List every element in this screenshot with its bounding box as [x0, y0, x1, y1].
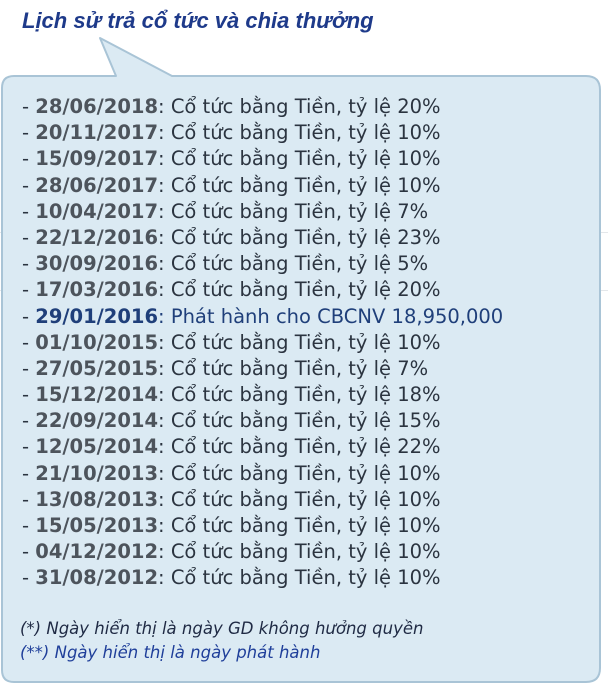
list-item-bullet: -	[22, 462, 35, 485]
list-item: - 31/08/2012: Cổ tức bằng Tiền, tỷ lệ 10…	[22, 565, 582, 591]
list-item-date: 15/09/2017	[35, 147, 158, 170]
list-item: - 10/04/2017: Cổ tức bằng Tiền, tỷ lệ 7%	[22, 199, 582, 225]
list-item-date: 28/06/2017	[35, 174, 158, 197]
list-item-description: : Cổ tức bằng Tiền, tỷ lệ 18%	[158, 383, 441, 406]
list-item-description: : Phát hành cho CBCNV 18,950,000	[158, 305, 503, 328]
list-item-date: 12/05/2014	[35, 435, 158, 458]
list-item: - 15/09/2017: Cổ tức bằng Tiền, tỷ lệ 10…	[22, 146, 582, 172]
list-item-bullet: -	[22, 409, 35, 432]
list-item-bullet: -	[22, 278, 35, 301]
list-item-description: : Cổ tức bằng Tiền, tỷ lệ 22%	[158, 435, 441, 458]
list-item-bullet: -	[22, 252, 35, 275]
list-item-bullet: -	[22, 121, 35, 144]
list-item-description: : Cổ tức bằng Tiền, tỷ lệ 10%	[158, 174, 441, 197]
list-item-date: 17/03/2016	[35, 278, 158, 301]
list-item-bullet: -	[22, 514, 35, 537]
list-item-date: 13/08/2013	[35, 488, 158, 511]
list-item: - 04/12/2012: Cổ tức bằng Tiền, tỷ lệ 10…	[22, 539, 582, 565]
list-item: - 15/12/2014: Cổ tức bằng Tiền, tỷ lệ 18…	[22, 382, 582, 408]
list-item: - 12/05/2014: Cổ tức bằng Tiền, tỷ lệ 22…	[22, 434, 582, 460]
list-item-bullet: -	[22, 147, 35, 170]
list-item-bullet: -	[22, 383, 35, 406]
list-item: - 27/05/2015: Cổ tức bằng Tiền, tỷ lệ 7%	[22, 356, 582, 382]
list-item-date: 01/10/2015	[35, 331, 158, 354]
list-item-description: : Cổ tức bằng Tiền, tỷ lệ 10%	[158, 488, 441, 511]
list-item-description: : Cổ tức bằng Tiền, tỷ lệ 23%	[158, 226, 441, 249]
list-item: - 29/01/2016: Phát hành cho CBCNV 18,950…	[22, 304, 582, 330]
list-item: - 20/11/2017: Cổ tức bằng Tiền, tỷ lệ 10…	[22, 120, 582, 146]
list-item-description: : Cổ tức bằng Tiền, tỷ lệ 7%	[158, 200, 428, 223]
list-item-description: : Cổ tức bằng Tiền, tỷ lệ 10%	[158, 331, 441, 354]
list-item-description: : Cổ tức bằng Tiền, tỷ lệ 20%	[158, 95, 441, 118]
list-item-bullet: -	[22, 174, 35, 197]
list-item-date: 20/11/2017	[35, 121, 158, 144]
list-item: - 01/10/2015: Cổ tức bằng Tiền, tỷ lệ 10…	[22, 330, 582, 356]
list-item: - 22/09/2014: Cổ tức bằng Tiền, tỷ lệ 15…	[22, 408, 582, 434]
list-item-date: 22/09/2014	[35, 409, 158, 432]
list-item-description: : Cổ tức bằng Tiền, tỷ lệ 20%	[158, 278, 441, 301]
list-item-description: : Cổ tức bằng Tiền, tỷ lệ 15%	[158, 409, 441, 432]
list-item-description: : Cổ tức bằng Tiền, tỷ lệ 5%	[158, 252, 428, 275]
list-item-date: 10/04/2017	[35, 200, 158, 223]
list-item: - 30/09/2016: Cổ tức bằng Tiền, tỷ lệ 5%	[22, 251, 582, 277]
list-item-date: 31/08/2012	[35, 566, 158, 589]
list-item: - 17/03/2016: Cổ tức bằng Tiền, tỷ lệ 20…	[22, 277, 582, 303]
list-item-bullet: -	[22, 540, 35, 563]
list-item-bullet: -	[22, 435, 35, 458]
list-item-bullet: -	[22, 331, 35, 354]
list-item-description: : Cổ tức bằng Tiền, tỷ lệ 10%	[158, 566, 441, 589]
list-item-bullet: -	[22, 357, 35, 380]
list-item-date: 15/12/2014	[35, 383, 158, 406]
list-item-bullet: -	[22, 226, 35, 249]
list-item-description: : Cổ tức bằng Tiền, tỷ lệ 10%	[158, 147, 441, 170]
list-item: - 28/06/2017: Cổ tức bằng Tiền, tỷ lệ 10…	[22, 173, 582, 199]
list-item-date: 04/12/2012	[35, 540, 158, 563]
list-item-date: 22/12/2016	[35, 226, 158, 249]
list-item-date: 15/05/2013	[35, 514, 158, 537]
list-item-description: : Cổ tức bằng Tiền, tỷ lệ 10%	[158, 540, 441, 563]
list-item-date: 28/06/2018	[35, 95, 158, 118]
list-item: - 22/12/2016: Cổ tức bằng Tiền, tỷ lệ 23…	[22, 225, 582, 251]
note-issue-date: (**) Ngày hiển thị là ngày phát hành	[20, 641, 423, 665]
list-item-bullet: -	[22, 488, 35, 511]
list-item-description: : Cổ tức bằng Tiền, tỷ lệ 10%	[158, 514, 441, 537]
list-item-description: : Cổ tức bằng Tiền, tỷ lệ 10%	[158, 462, 441, 485]
list-item: - 13/08/2013: Cổ tức bằng Tiền, tỷ lệ 10…	[22, 487, 582, 513]
list-item-bullet: -	[22, 305, 35, 328]
list-item: - 15/05/2013: Cổ tức bằng Tiền, tỷ lệ 10…	[22, 513, 582, 539]
list-item: - 21/10/2013: Cổ tức bằng Tiền, tỷ lệ 10…	[22, 461, 582, 487]
list-item-description: : Cổ tức bằng Tiền, tỷ lệ 7%	[158, 357, 428, 380]
list-item-bullet: -	[22, 200, 35, 223]
list-item-bullet: -	[22, 566, 35, 589]
tooltip-notes: (*) Ngày hiển thị là ngày GD không hưởng…	[20, 617, 423, 665]
list-item-date: 29/01/2016	[35, 305, 158, 328]
list-item: - 28/06/2018: Cổ tức bằng Tiền, tỷ lệ 20…	[22, 94, 582, 120]
list-item-date: 27/05/2015	[35, 357, 158, 380]
note-ex-rights: (*) Ngày hiển thị là ngày GD không hưởng…	[20, 617, 423, 641]
list-item-description: : Cổ tức bằng Tiền, tỷ lệ 10%	[158, 121, 441, 144]
tooltip-title: Lịch sử trả cổ tức và chia thưởng	[22, 8, 374, 34]
list-item-date: 21/10/2013	[35, 462, 158, 485]
dividend-history-list: - 28/06/2018: Cổ tức bằng Tiền, tỷ lệ 20…	[22, 94, 582, 592]
list-item-date: 30/09/2016	[35, 252, 158, 275]
list-item-bullet: -	[22, 95, 35, 118]
